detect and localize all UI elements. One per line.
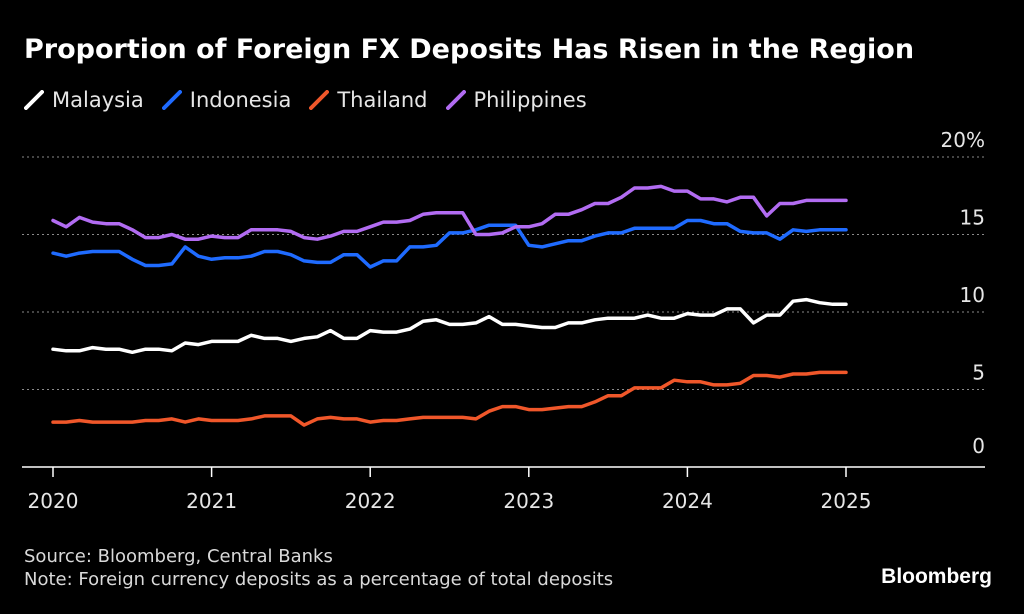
bloomberg-logo: Bloomberg: [881, 565, 992, 588]
legend-item-philippines: Philippines: [445, 88, 587, 112]
chart-footer: Source: Bloomberg, Central Banks Note: F…: [24, 545, 613, 591]
footnote: Note: Foreign currency deposits as a per…: [24, 569, 614, 590]
series-line-malaysia: [51, 297, 848, 355]
legend-swatch-philippines: [445, 90, 466, 110]
x-tick-label: 2023: [503, 489, 554, 513]
chart-title: Proportion of Foreign FX Deposits Has Ri…: [24, 34, 915, 65]
x-tick-label: 2021: [186, 489, 237, 513]
y-tick-label: 15: [960, 206, 985, 230]
legend-item-thailand: Thailand: [309, 88, 428, 112]
y-tick-label: 0: [972, 434, 985, 458]
legend-item-malaysia: Malaysia: [24, 88, 144, 112]
legend-swatch-malaysia: [24, 90, 44, 110]
legend: Malaysia Indonesia Thailand Philippines: [24, 88, 605, 112]
legend-label-thailand: Thailand: [337, 88, 428, 112]
x-tick-label: 2025: [821, 489, 872, 513]
y-tick-label: 5: [972, 361, 985, 385]
x-tick-label: 2020: [28, 489, 79, 513]
legend-label-philippines: Philippines: [473, 88, 587, 112]
x-tick-label: 2022: [345, 489, 396, 513]
legend-swatch-thailand: [309, 90, 330, 110]
series-line-philippines: [51, 184, 848, 241]
legend-label-malaysia: Malaysia: [52, 88, 144, 112]
swatch-line: [161, 90, 182, 110]
series-line-thailand: [51, 370, 848, 427]
source-note: Source: Bloomberg, Central Banks: [24, 546, 333, 567]
y-tick-label: 10: [960, 283, 985, 307]
legend-label-indonesia: Indonesia: [189, 88, 292, 112]
legend-item-indonesia: Indonesia: [161, 88, 292, 112]
y-tick-label: 20%: [941, 128, 985, 152]
swatch-line: [24, 90, 44, 110]
swatch-line: [445, 90, 466, 110]
x-tick-label: 2024: [662, 489, 713, 513]
legend-swatch-indonesia: [161, 90, 182, 110]
swatch-line: [309, 90, 330, 110]
series-line-indonesia: [51, 218, 848, 269]
